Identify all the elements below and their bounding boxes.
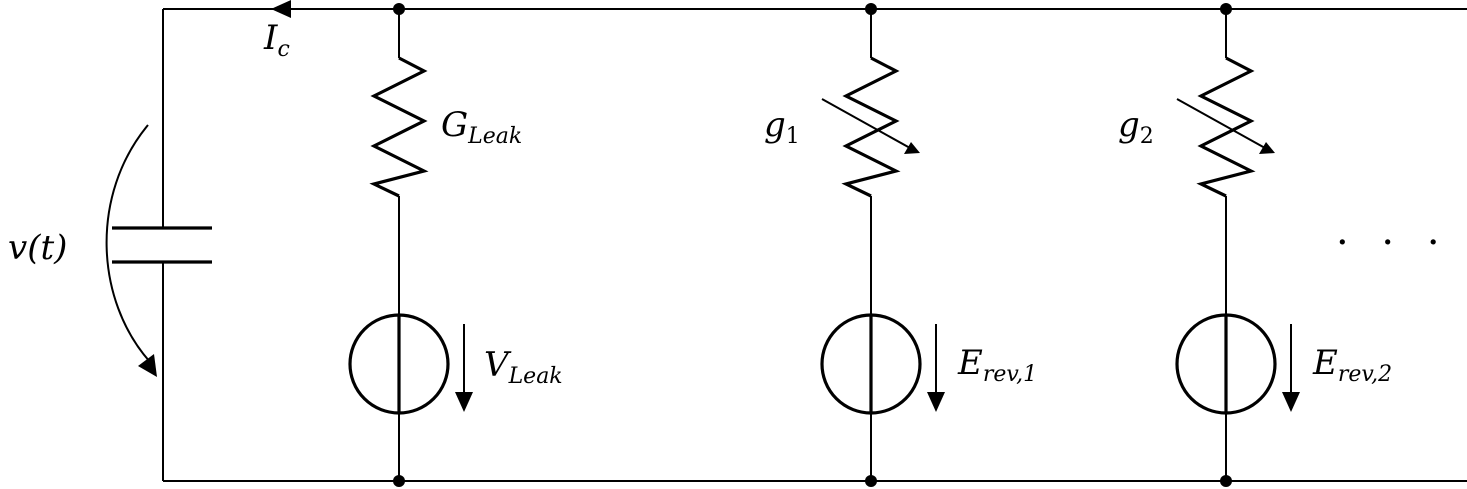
current-arrow-icon <box>271 0 291 18</box>
junction-node <box>393 475 405 487</box>
junction-node <box>865 3 877 15</box>
source-1-label: Erev,1 <box>957 343 1037 387</box>
leak-conductance-label: GLeak <box>441 105 522 149</box>
junction-node <box>393 3 405 15</box>
branch-leak <box>348 9 473 481</box>
conductance-2-label: g2 <box>1118 105 1154 149</box>
junction-node <box>865 475 877 487</box>
voltage-arc-arrowhead <box>138 354 157 377</box>
junction-node <box>1220 3 1232 15</box>
source-2-label: Erev,2 <box>1312 343 1392 387</box>
voltage-arc-arrow <box>105 124 151 363</box>
capacitor-voltage-label: v(t) <box>8 228 67 268</box>
capacitor <box>112 226 212 264</box>
conductance-1-label: g1 <box>764 105 800 149</box>
junction-node <box>1220 475 1232 487</box>
continuation-ellipsis: · · · <box>1336 220 1450 266</box>
capacitor-current-label: Ic <box>263 18 290 62</box>
branch-2 <box>1175 9 1300 481</box>
leak-source-label: VLeak <box>484 345 563 389</box>
branch-1 <box>820 9 945 481</box>
